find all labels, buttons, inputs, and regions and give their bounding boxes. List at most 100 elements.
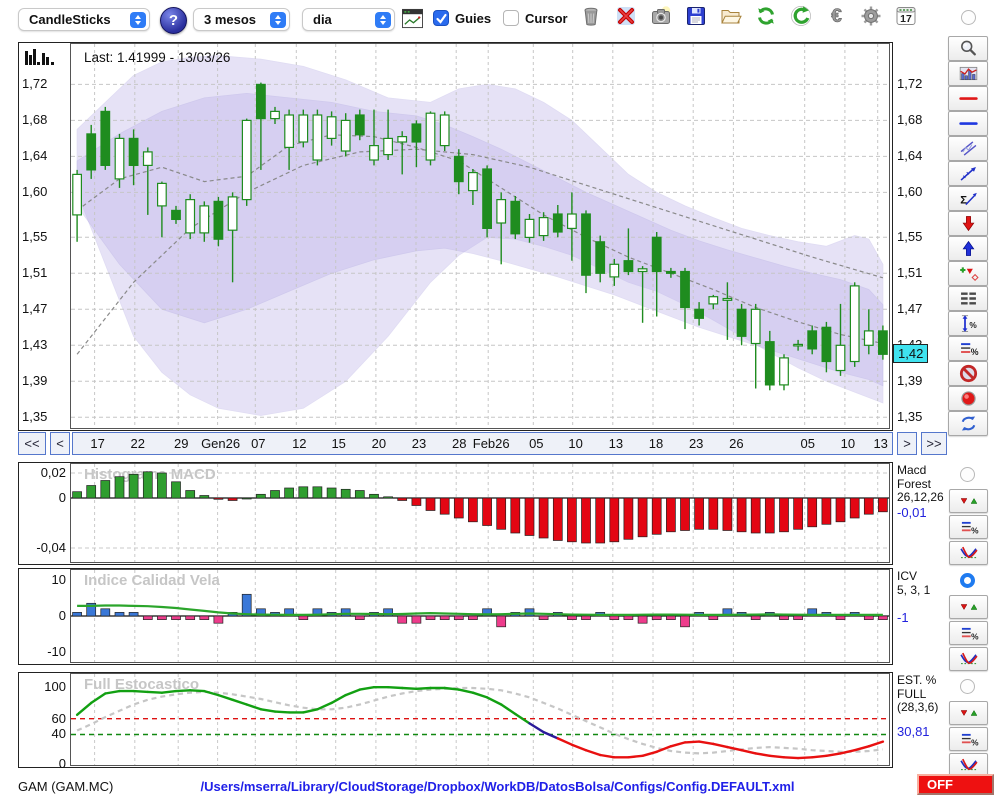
scroll-next-button[interactable]: > xyxy=(897,432,917,455)
refresh-button[interactable] xyxy=(753,5,779,31)
cursor-label: Cursor xyxy=(525,11,568,26)
x-axis-date-label: 18 xyxy=(648,436,664,451)
y-tick-label: 1,43 xyxy=(22,337,48,353)
off-toggle-button[interactable]: OFF xyxy=(917,774,994,795)
svg-text:€: € xyxy=(831,6,842,27)
measure-pct-icon: % xyxy=(958,313,979,334)
icv-params-label: ICV 5, 3, 1 xyxy=(897,569,931,597)
y-tick-label: 1,72 xyxy=(22,76,48,92)
date-axis-strip[interactable]: 17 22 29 Gen26 07 12 15 20 23 28 Feb26 05 10 13 18 23 26… xyxy=(72,432,893,455)
stoch-lines-pct-button[interactable]: % xyxy=(949,727,988,751)
lines-pct-icon: % xyxy=(959,729,979,749)
calendar-icon: 17 xyxy=(894,4,918,33)
macd-value: -0,01 xyxy=(897,505,927,520)
magnifier-icon xyxy=(958,38,979,59)
forbidden-tool-button[interactable] xyxy=(948,361,988,386)
chevron-updown-icon xyxy=(375,11,391,28)
y-tick-label: 1,51 xyxy=(897,265,923,281)
check-icon xyxy=(436,13,447,24)
histogram-style-icon[interactable] xyxy=(24,47,58,72)
lines-pct-icon: % xyxy=(958,338,979,359)
camera-icon xyxy=(649,4,673,33)
x-axis-date-label: 28 xyxy=(451,436,467,451)
trash-button[interactable] xyxy=(578,5,604,31)
svg-text:%: % xyxy=(969,320,977,330)
delete-x-button[interactable] xyxy=(613,5,639,31)
record-tool-button[interactable] xyxy=(948,386,988,411)
svg-text:%: % xyxy=(971,631,979,641)
mini-chart-window-button[interactable] xyxy=(401,8,424,29)
arrow-down-red-tool-button[interactable] xyxy=(948,211,988,236)
y-tick-label: 1,68 xyxy=(22,112,48,128)
macd-params-label: Macd Forest 26,12,26 xyxy=(897,463,944,504)
y-tick-label: 1,60 xyxy=(897,184,923,200)
y-tick-label: 1,64 xyxy=(897,148,923,164)
revert-button[interactable] xyxy=(788,5,814,31)
macd-plot[interactable] xyxy=(70,463,890,563)
sigma-trend-tool-button[interactable]: Σ xyxy=(948,186,988,211)
wave-icon xyxy=(959,543,979,563)
lines-pct-icon: % xyxy=(959,517,979,537)
calendar-button[interactable]: 17 xyxy=(893,5,919,31)
y-tick-label: 1,64 xyxy=(22,148,48,164)
macd-wave-button[interactable] xyxy=(949,541,988,565)
measure-pct-tool-button[interactable]: % xyxy=(948,311,988,336)
markers-tool-button[interactable] xyxy=(948,261,988,286)
euro-button[interactable]: € xyxy=(823,5,849,31)
magnifier-tool-button[interactable] xyxy=(948,36,988,61)
last-price-tag: 1,42 xyxy=(893,344,929,364)
chart-type-select[interactable]: CandleSticks xyxy=(18,8,150,31)
icv-wave-button[interactable] xyxy=(949,647,988,671)
lines-pct-tool-button[interactable]: % xyxy=(948,336,988,361)
macd-lines-pct-button[interactable]: % xyxy=(949,515,988,539)
price-panel-radio[interactable] xyxy=(961,10,976,25)
indicator-chart-tool-button[interactable] xyxy=(948,61,988,86)
interval-select[interactable]: dia xyxy=(302,8,395,31)
icv-updown-arrows-button[interactable] xyxy=(949,595,988,619)
x-axis-date-label: 12 xyxy=(292,436,307,451)
stoch-updown-arrows-button[interactable] xyxy=(949,701,988,725)
x-axis-date-label: Gen26 xyxy=(201,436,241,451)
svg-text:%: % xyxy=(971,737,979,747)
lines-list-tool-button[interactable] xyxy=(948,286,988,311)
scroll-last-button[interactable]: >> xyxy=(921,432,947,455)
blue-line-tool-button[interactable] xyxy=(948,111,988,136)
y-tick-label: 1,35 xyxy=(897,409,923,425)
guies-checkbox[interactable] xyxy=(433,10,449,26)
x-axis-date-label: 22 xyxy=(130,436,145,451)
panel-radio-macd[interactable] xyxy=(960,467,975,482)
sync-tool-button[interactable] xyxy=(948,411,988,436)
chart-type-value: CandleSticks xyxy=(29,12,111,27)
floppy-icon xyxy=(684,4,708,33)
camera-button[interactable] xyxy=(648,5,674,31)
y-tick-label: 100 xyxy=(44,679,66,695)
stoch-plot[interactable] xyxy=(70,673,890,766)
scroll-prev-button[interactable]: < xyxy=(50,432,70,455)
config-path-link[interactable]: /Users/mserra/Library/CloudStorage/Dropb… xyxy=(200,779,795,794)
icv-plot[interactable] xyxy=(70,569,890,663)
last-price-label: Last: 1.41999 - 13/03/26 xyxy=(84,50,231,65)
trendline-tool-button[interactable] xyxy=(948,161,988,186)
panel-radio-icv[interactable] xyxy=(960,573,975,588)
wave-icon xyxy=(959,755,979,775)
scroll-first-button[interactable]: << xyxy=(18,432,46,455)
x-axis-date-label: 17 xyxy=(90,436,105,451)
panel-radio-stoch[interactable] xyxy=(960,679,975,694)
macd-updown-arrows-button[interactable] xyxy=(949,489,988,513)
y-tick-label: 1,39 xyxy=(897,373,923,389)
cursor-checkbox[interactable] xyxy=(503,10,519,26)
folder-button[interactable] xyxy=(718,5,744,31)
help-button[interactable]: ? xyxy=(160,7,187,34)
stoch-params-label: EST. % FULL (28,3,6) xyxy=(897,673,939,714)
price-plot[interactable] xyxy=(70,43,890,429)
channel-tool-button[interactable] xyxy=(948,136,988,161)
gear-button[interactable] xyxy=(858,5,884,31)
red-line-tool-button[interactable] xyxy=(948,86,988,111)
x-axis-date-label: 23 xyxy=(411,436,427,451)
period-select[interactable]: 3 mesos xyxy=(193,8,290,31)
lines-list-icon xyxy=(958,288,979,309)
arrow-up-blue-tool-button[interactable] xyxy=(948,236,988,261)
icv-lines-pct-button[interactable]: % xyxy=(949,621,988,645)
floppy-button[interactable] xyxy=(683,5,709,31)
